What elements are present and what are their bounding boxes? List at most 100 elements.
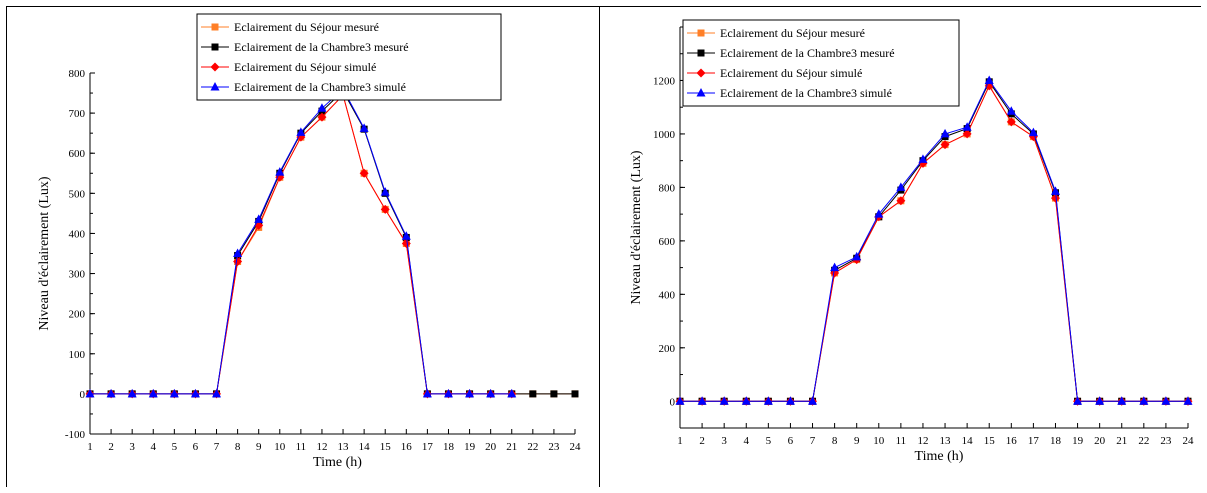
x-tick-label: 19	[464, 441, 476, 453]
legend-marker	[211, 23, 219, 31]
x-tick-label: 20	[485, 441, 497, 453]
x-tick-label: 7	[214, 441, 220, 453]
data-point	[233, 257, 243, 267]
x-tick-label: 1	[87, 441, 93, 453]
data-point	[550, 390, 558, 398]
data-point	[233, 248, 243, 257]
x-tick-label: 9	[256, 441, 262, 453]
data-point	[896, 196, 906, 206]
series-line	[680, 79, 1188, 402]
x-tick-label: 6	[788, 435, 794, 447]
x-tick-label: 24	[1183, 435, 1195, 447]
x-tick-label: 16	[401, 441, 413, 453]
x-tick-label: 21	[1116, 435, 1127, 447]
data-point	[106, 388, 116, 398]
series-line	[90, 94, 575, 395]
data-point	[148, 388, 158, 398]
series-line	[680, 80, 1188, 402]
data-point	[1050, 186, 1060, 195]
left-panel-frame	[6, 6, 600, 487]
x-tick-label: 18	[443, 441, 455, 453]
legend-label: Eclairement de la Chambre3 mesuré	[720, 46, 895, 60]
data-point	[1117, 396, 1127, 405]
x-tick-label: 11	[296, 441, 307, 453]
data-point	[1183, 396, 1193, 405]
legend-marker	[696, 88, 706, 97]
x-tick-label: 3	[721, 435, 727, 447]
y-tick-label: 0	[670, 396, 676, 408]
data-point	[401, 238, 411, 248]
series-line	[680, 84, 1188, 402]
data-point	[296, 127, 306, 136]
x-tick-label: 18	[1050, 435, 1062, 447]
legend-label: Eclairement du Séjour mesuré	[234, 20, 379, 34]
series-2	[675, 81, 1193, 406]
legend-label: Eclairement de la Chambre3 mesuré	[234, 40, 409, 54]
x-tick-label: 14	[962, 435, 974, 447]
y-tick-label: 400	[69, 228, 86, 240]
x-tick-label: 24	[570, 441, 582, 453]
legend-marker	[697, 29, 705, 37]
data-point	[254, 214, 264, 223]
x-tick-label: 10	[274, 441, 286, 453]
y-tick-label: 100	[69, 349, 86, 361]
x-tick-label: 8	[832, 435, 838, 447]
legend: Eclairement du Séjour mesuré Eclairement …	[196, 13, 502, 101]
series-3	[85, 84, 517, 398]
x-tick-label: 2	[699, 435, 705, 447]
data-point	[984, 75, 994, 84]
legend-marker	[697, 49, 705, 57]
x-tick-label: 4	[744, 435, 750, 447]
x-tick-label: 1	[677, 435, 683, 447]
x-tick-label: 13	[338, 441, 350, 453]
data-point	[190, 388, 200, 398]
data-point	[127, 388, 137, 398]
legend-label: Eclairement du Séjour mesuré	[720, 26, 865, 40]
x-tick-label: 6	[193, 441, 199, 453]
x-tick-label: 22	[527, 441, 538, 453]
data-point	[465, 388, 475, 398]
y-tick-label: 200	[69, 309, 86, 321]
x-tick-label: 3	[129, 441, 135, 453]
y-tick-label: 800	[659, 182, 676, 194]
data-point	[1161, 396, 1171, 405]
x-tick-label: 17	[1028, 435, 1040, 447]
series-1	[86, 87, 579, 398]
legend-label: Eclairement du Séjour simulé	[234, 60, 376, 74]
data-point	[1073, 396, 1083, 405]
data-point	[1006, 106, 1016, 115]
y-tick-label: 200	[659, 343, 676, 355]
data-point	[763, 396, 773, 405]
x-tick-label: 9	[854, 435, 860, 447]
x-tick-label: 23	[1160, 435, 1172, 447]
y-tick-label: 300	[69, 269, 86, 281]
data-point	[212, 388, 222, 398]
legend-label: Eclairement de la Chambre3 simulé	[720, 86, 892, 100]
data-point	[1006, 117, 1016, 127]
series-line	[90, 90, 575, 395]
data-point	[85, 388, 95, 398]
x-tick-label: 13	[940, 435, 952, 447]
data-point	[1050, 193, 1060, 203]
data-point	[918, 154, 928, 163]
y-tick-label: 400	[659, 289, 676, 301]
y-tick-label: 1200	[653, 75, 676, 87]
x-tick-label: 7	[810, 435, 816, 447]
data-point	[317, 103, 327, 112]
x-tick-label: 22	[1138, 435, 1149, 447]
series-3	[675, 75, 1193, 405]
data-point	[401, 231, 411, 240]
series-1	[676, 78, 1192, 405]
series-0	[86, 91, 579, 398]
data-point	[785, 396, 795, 405]
x-axis-label: Time (h)	[313, 455, 362, 470]
legend-marker	[210, 82, 220, 91]
x-tick-label: 12	[917, 435, 928, 447]
data-point	[808, 396, 818, 405]
y-tick-label: 1000	[653, 129, 676, 141]
legend-box	[196, 13, 502, 101]
y-tick-label: -100	[65, 429, 86, 441]
y-tick-label: 800	[69, 68, 86, 80]
x-tick-label: 10	[873, 435, 885, 447]
